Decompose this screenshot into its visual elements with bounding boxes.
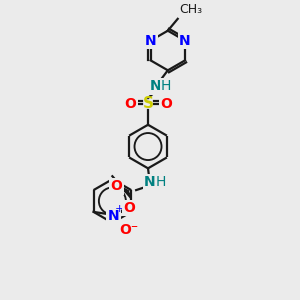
Text: N: N — [150, 79, 162, 93]
Text: O: O — [123, 201, 135, 215]
Text: O: O — [110, 179, 122, 193]
Text: +: + — [115, 204, 124, 214]
Text: H: H — [156, 175, 166, 189]
Text: N: N — [179, 34, 191, 48]
Text: CH₃: CH₃ — [180, 3, 203, 16]
Text: O: O — [124, 97, 136, 111]
Text: N: N — [145, 34, 157, 48]
Text: N: N — [144, 175, 156, 189]
Text: S: S — [142, 97, 154, 112]
Text: H: H — [161, 79, 171, 93]
Text: O⁻: O⁻ — [119, 223, 139, 237]
Text: O: O — [160, 97, 172, 111]
Text: N: N — [107, 209, 119, 223]
